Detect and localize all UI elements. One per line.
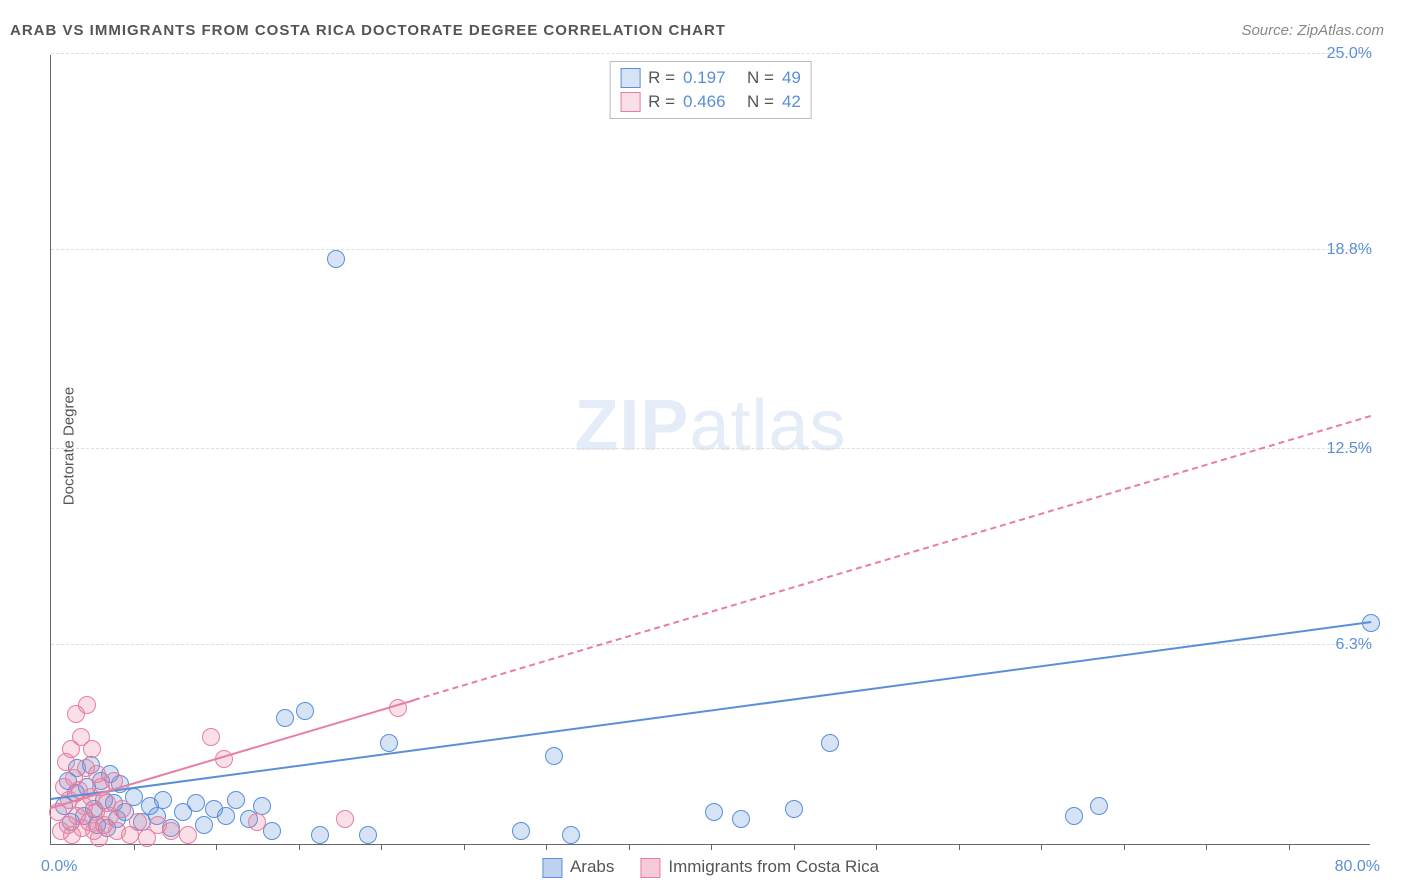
x-tick <box>1289 844 1290 850</box>
plot-area: ZIPatlas R =0.197N =49R =0.466N =42 Arab… <box>50 55 1370 845</box>
x-tick <box>546 844 547 850</box>
data-point <box>83 740 101 758</box>
data-point <box>512 822 530 840</box>
data-point <box>732 810 750 828</box>
y-tick-label: 12.5% <box>1317 440 1372 458</box>
legend-n-label: N = <box>747 66 774 90</box>
x-tick <box>711 844 712 850</box>
y-tick-label: 6.3% <box>1326 636 1372 654</box>
data-point <box>248 813 266 831</box>
x-tick <box>876 844 877 850</box>
legend-r-value: 0.197 <box>683 66 739 90</box>
y-tick-label: 25.0% <box>1317 45 1372 63</box>
x-axis-end-label: 80.0% <box>1335 858 1380 876</box>
data-point <box>562 826 580 844</box>
data-point <box>162 822 180 840</box>
legend-n-label: N = <box>747 90 774 114</box>
legend-swatch <box>620 68 640 88</box>
gridline <box>51 249 1370 250</box>
data-point <box>227 791 245 809</box>
data-point <box>263 822 281 840</box>
data-point <box>1090 797 1108 815</box>
x-tick <box>464 844 465 850</box>
x-axis-start-label: 0.0% <box>41 858 77 876</box>
chart-container: ARAB VS IMMIGRANTS FROM COSTA RICA DOCTO… <box>0 0 1406 892</box>
x-tick <box>381 844 382 850</box>
legend-stat-row: R = 0.466 N = 42 <box>620 90 801 114</box>
x-tick <box>629 844 630 850</box>
legend-swatch <box>640 858 660 878</box>
data-point <box>336 810 354 828</box>
data-point <box>545 747 563 765</box>
data-point <box>187 794 205 812</box>
data-point <box>154 791 172 809</box>
gridline <box>51 448 1370 449</box>
gridline <box>51 644 1370 645</box>
y-tick-label: 18.8% <box>1317 241 1372 259</box>
data-point <box>327 250 345 268</box>
legend-item: Immigrants from Costa Rica <box>640 857 879 878</box>
data-point <box>113 800 131 818</box>
legend-label: Arabs <box>570 857 614 876</box>
legend-r-value: 0.466 <box>683 90 739 114</box>
legend-r-label: R = <box>648 90 675 114</box>
watermark-light: atlas <box>689 386 846 466</box>
watermark-bold: ZIP <box>574 386 689 466</box>
data-point <box>785 800 803 818</box>
legend-r-label: R = <box>648 66 675 90</box>
data-point <box>202 728 220 746</box>
data-point <box>359 826 377 844</box>
legend-swatch <box>620 92 640 112</box>
data-point <box>1065 807 1083 825</box>
x-tick <box>216 844 217 850</box>
x-tick <box>1206 844 1207 850</box>
chart-title: ARAB VS IMMIGRANTS FROM COSTA RICA DOCTO… <box>10 22 726 39</box>
data-point <box>380 734 398 752</box>
legend-n-value: 42 <box>782 90 801 114</box>
x-tick <box>1124 844 1125 850</box>
legend-stats: R = 0.197 N = 49 R = 0.466 N = 42 <box>609 61 812 119</box>
x-tick <box>959 844 960 850</box>
x-tick <box>1041 844 1042 850</box>
data-point <box>78 696 96 714</box>
gridline <box>51 53 1370 54</box>
legend-series: Arabs Immigrants from Costa Rica <box>542 857 879 878</box>
data-point <box>276 709 294 727</box>
trend-line <box>414 415 1372 701</box>
data-point <box>311 826 329 844</box>
data-point <box>217 807 235 825</box>
legend-swatch <box>542 858 562 878</box>
legend-n-value: 49 <box>782 66 801 90</box>
trend-line <box>51 621 1371 800</box>
data-point <box>179 826 197 844</box>
data-point <box>296 702 314 720</box>
x-tick <box>134 844 135 850</box>
watermark: ZIPatlas <box>574 385 846 467</box>
x-tick <box>794 844 795 850</box>
chart-source: Source: ZipAtlas.com <box>1241 22 1384 39</box>
data-point <box>705 803 723 821</box>
data-point <box>195 816 213 834</box>
data-point <box>821 734 839 752</box>
legend-label: Immigrants from Costa Rica <box>668 857 879 876</box>
x-tick <box>299 844 300 850</box>
legend-item: Arabs <box>542 857 614 878</box>
legend-stat-row: R = 0.197 N = 49 <box>620 66 801 90</box>
